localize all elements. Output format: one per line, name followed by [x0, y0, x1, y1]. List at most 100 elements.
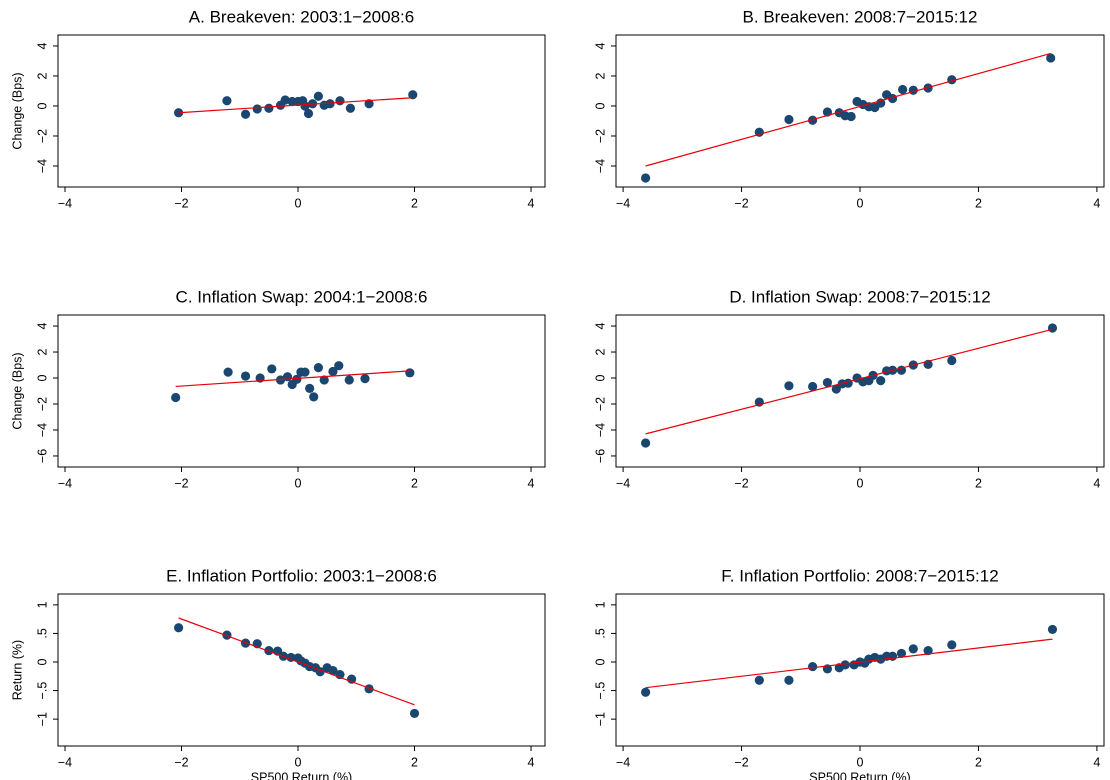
point: [808, 381, 818, 392]
plot-frame: [57, 34, 546, 188]
panel: E. Inflation Portfolio: 2003:1−2008:6 −4 −…: [10, 566, 546, 780]
point: [313, 363, 323, 373]
x-axis-label: SP500 Return (%): [809, 770, 910, 780]
point: [641, 438, 651, 448]
plot-frame: [615, 314, 1105, 468]
y-tick-label: 2: [593, 72, 607, 79]
y-tick-label: 4: [593, 323, 607, 330]
plot-frame: [57, 314, 546, 468]
y-axis-label: Change (Bps): [10, 72, 24, 149]
panel: D. Inflation Swap: 2008:7−2015:12 −4 −2 0 2 4…: [593, 287, 1105, 490]
point: [408, 90, 418, 100]
x-tick-label: 2: [411, 755, 418, 769]
point: [303, 108, 314, 119]
x-tick-label: 0: [857, 196, 864, 210]
panel: C. Inflation Swap: 2004:1−2008:6 −4 −2 0 2 4 −…: [10, 287, 546, 490]
point: [300, 101, 310, 111]
point: [1046, 53, 1056, 63]
y-tick-label: 2: [35, 349, 49, 356]
y-tick-label: 0: [593, 102, 607, 109]
point: [292, 374, 302, 384]
y-tick-label: .5: [593, 628, 607, 638]
x-tick-label: −4: [616, 476, 630, 490]
point: [822, 377, 833, 388]
fit-line: [178, 617, 415, 706]
panel-title: E. Inflation Portfolio: 2003:1−2008:6: [166, 566, 437, 585]
x-tick-label: 0: [857, 476, 864, 490]
y-tick-label: −2: [35, 129, 49, 143]
point: [328, 366, 338, 377]
point: [240, 371, 251, 381]
fit-line: [645, 52, 1051, 167]
x-tick-label: 2: [975, 755, 982, 769]
point: [784, 675, 794, 685]
point: [344, 375, 354, 385]
y-axis-label: Return (%): [10, 640, 24, 700]
point: [641, 687, 651, 697]
x-tick-label: 4: [1093, 755, 1100, 769]
point: [334, 361, 344, 371]
x-tick-label: −2: [174, 755, 188, 769]
y-tick-label: 0: [593, 374, 607, 381]
y-tick-label: −4: [35, 159, 49, 173]
x-tick-label: 0: [295, 476, 302, 490]
point: [345, 103, 356, 113]
point: [300, 367, 310, 377]
x-tick-label: 4: [528, 476, 535, 490]
y-tick-label: −4: [593, 159, 607, 173]
x-tick-label: −2: [734, 196, 748, 210]
y-tick-label: 1: [593, 601, 607, 608]
point: [898, 84, 908, 95]
point: [876, 98, 886, 108]
y-tick-label: −4: [35, 423, 49, 437]
panel-title: A. Breakeven: 2003:1−2008:6: [189, 7, 414, 26]
x-tick-label: −4: [58, 755, 72, 769]
x-tick-label: 0: [857, 755, 864, 769]
y-tick-label: 4: [35, 323, 49, 330]
point: [908, 644, 918, 654]
panel-title: C. Inflation Swap: 2004:1−2008:6: [176, 287, 428, 306]
y-tick-label: 0: [35, 102, 49, 109]
point: [887, 651, 898, 661]
point: [264, 645, 274, 656]
point: [808, 661, 818, 672]
point: [784, 381, 794, 391]
x-tick-label: −2: [734, 755, 748, 769]
panel: F. Inflation Portfolio: 2008:7−2015:12 −4…: [593, 566, 1105, 780]
x-tick-label: 2: [975, 476, 982, 490]
point: [840, 660, 850, 670]
point: [223, 367, 233, 377]
point: [325, 99, 335, 109]
point: [754, 675, 764, 685]
point: [947, 355, 957, 366]
x-tick-label: −4: [58, 476, 72, 490]
point: [876, 376, 886, 386]
point: [784, 114, 794, 125]
y-tick-label: 0: [35, 658, 49, 665]
point: [222, 630, 232, 640]
y-tick-label: 2: [35, 72, 49, 79]
x-tick-label: −2: [734, 476, 748, 490]
panel: B. Breakeven: 2008:7−2015:12 −4 −2 0 2 4 −4 −2 0…: [593, 7, 1105, 210]
point: [364, 99, 374, 109]
y-tick-label: 4: [593, 42, 607, 49]
y-tick-label: 1: [35, 601, 49, 608]
x-tick-label: −4: [58, 196, 72, 210]
point: [328, 665, 338, 676]
x-tick-label: 2: [411, 196, 418, 210]
x-tick-label: 2: [975, 196, 982, 210]
point: [641, 173, 651, 183]
y-tick-label: 2: [593, 349, 607, 356]
point: [360, 374, 370, 384]
panel: A. Breakeven: 2003:1−2008:6 −4 −2 0 2 4 −4 −2 0 2…: [10, 7, 546, 210]
point: [282, 372, 293, 382]
panel-title: F. Inflation Portfolio: 2008:7−2015:12: [721, 566, 998, 585]
point: [405, 368, 415, 378]
y-tick-label: −1: [35, 712, 49, 726]
y-tick-label: 0: [593, 658, 607, 665]
y-tick-label: −2: [593, 397, 607, 411]
fit-line: [175, 370, 410, 388]
point: [319, 375, 329, 385]
point: [222, 96, 232, 106]
